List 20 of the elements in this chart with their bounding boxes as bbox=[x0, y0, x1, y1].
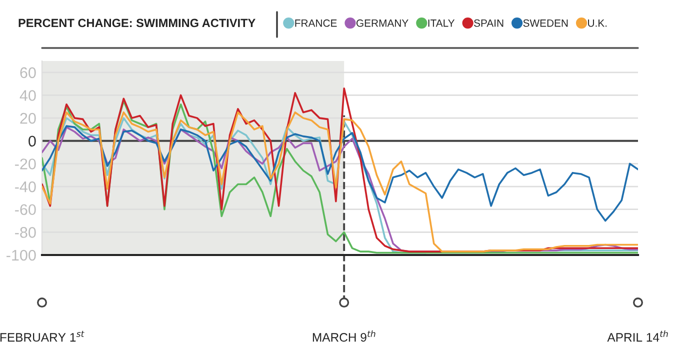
chart-title: PERCENT CHANGE: SWIMMING ACTIVITY bbox=[18, 18, 256, 28]
y-tick-label: -40 bbox=[15, 181, 36, 192]
y-tick-label: 60 bbox=[20, 67, 36, 78]
legend-label: GERMANY bbox=[356, 19, 408, 27]
y-tick-label: 40 bbox=[20, 90, 36, 101]
x-tick-label: MARCH 9$^{th}$ bbox=[312, 330, 376, 342]
legend-label: SWEDEN bbox=[523, 19, 568, 27]
y-tick-label: -80 bbox=[15, 227, 36, 238]
line-series bbox=[42, 125, 638, 222]
legend-label: SPAIN bbox=[474, 19, 504, 27]
y-tick-label: 0 bbox=[28, 136, 36, 147]
x-tick-label: APRIL 14$^{th}$ bbox=[607, 330, 668, 342]
legend-label: ITALY bbox=[428, 20, 455, 27]
x-tick-label: FEBRUARY 1$^{st}$ bbox=[0, 330, 84, 342]
legend-label: U.K. bbox=[588, 20, 607, 27]
y-tick-label: -20 bbox=[15, 158, 36, 170]
y-tick-label: -60 bbox=[15, 204, 36, 216]
legend-label: FRANCE bbox=[295, 19, 337, 27]
y-tick-label: 20 bbox=[20, 112, 36, 124]
y-tick-label: -100 bbox=[6, 250, 36, 261]
